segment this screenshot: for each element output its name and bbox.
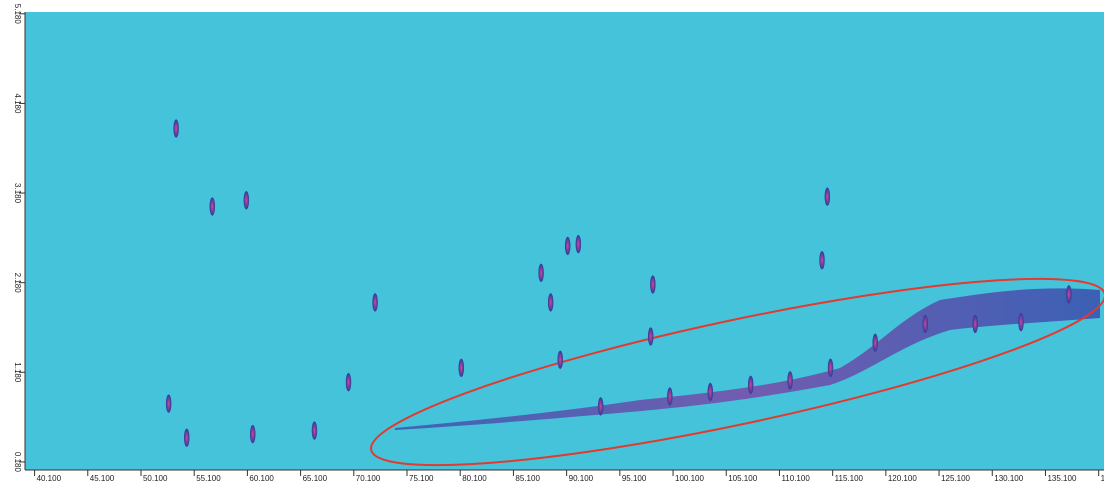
y-tick-label: 4.180 <box>13 93 22 114</box>
x-tick-label: 105.100 <box>728 474 757 483</box>
plot-area <box>25 12 1104 470</box>
x-tick-label: 115.100 <box>835 474 864 483</box>
peak <box>973 315 978 333</box>
y-tick-label: 2.180 <box>13 273 22 294</box>
peak <box>576 235 581 253</box>
x-tick-label: 135.100 <box>1047 474 1076 483</box>
peak <box>548 293 553 311</box>
x-tick-label: 85.100 <box>515 474 540 483</box>
x-tick-label: 65.100 <box>303 474 328 483</box>
peak <box>312 422 317 440</box>
x-tick-label: 95.100 <box>622 474 647 483</box>
peak <box>166 395 171 413</box>
peak <box>598 397 603 415</box>
peak <box>923 315 928 333</box>
y-tick-label: 0.180 <box>13 452 22 473</box>
peak <box>210 197 215 215</box>
page: {"chart_data": { "type": "scatter", "x":… <box>0 0 1104 487</box>
x-tick-label: 120.100 <box>888 474 917 483</box>
x-tick-label: 40.100 <box>37 474 62 483</box>
x-tick-label: 90.100 <box>569 474 594 483</box>
peak <box>820 251 825 269</box>
peak <box>1019 313 1024 331</box>
peak <box>558 351 563 369</box>
x-tick-label: 55.100 <box>196 474 221 483</box>
x-tick-label: 60.100 <box>249 474 274 483</box>
peak <box>828 359 833 377</box>
y-tick-label: 3.180 <box>13 183 22 204</box>
y-tick-label: 1.180 <box>13 362 22 383</box>
peak <box>539 264 544 282</box>
x-tick-label: 50.100 <box>143 474 168 483</box>
peak <box>346 373 351 391</box>
x-tick-label: 70.100 <box>356 474 381 483</box>
x-tick-label: 125.100 <box>941 474 970 483</box>
x-tick-label: 45.100 <box>90 474 115 483</box>
peak <box>648 327 653 345</box>
x-tick-label: 130.100 <box>994 474 1023 483</box>
peak <box>565 237 570 255</box>
x-tick-label: 80.100 <box>462 474 487 483</box>
peak <box>748 376 753 394</box>
peak <box>788 371 793 389</box>
peak <box>459 359 464 377</box>
peak <box>708 383 713 401</box>
y-tick-label: 5.180 <box>13 4 22 25</box>
peak <box>650 275 655 293</box>
x-tick-label: 110.100 <box>781 474 810 483</box>
x-tick-label: 100.100 <box>675 474 704 483</box>
peak <box>250 425 255 443</box>
peak <box>373 293 378 311</box>
peak <box>184 429 189 447</box>
peak <box>174 120 179 138</box>
peak <box>1066 285 1071 303</box>
x-tick-label: 75.100 <box>409 474 434 483</box>
peak <box>825 188 830 206</box>
chart: 40.100 45.100 50.100 55.100 60.100 65.100 70.1… <box>0 0 1104 487</box>
peak <box>244 191 249 209</box>
peak <box>873 334 878 352</box>
peak <box>667 388 672 406</box>
